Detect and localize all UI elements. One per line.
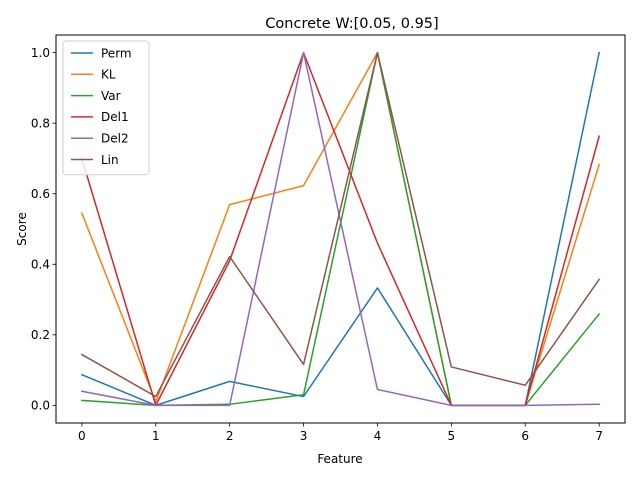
legend-label-del1: Del1 xyxy=(101,110,129,124)
x-tick-label: 2 xyxy=(226,429,234,443)
legend-label-perm: Perm xyxy=(101,46,132,60)
x-tick-label: 7 xyxy=(595,429,603,443)
legend-label-kl: KL xyxy=(101,68,116,82)
x-tick-label: 3 xyxy=(300,429,308,443)
chart-title: Concrete W:[0.05, 0.95] xyxy=(265,16,438,32)
y-tick-label: 0.4 xyxy=(31,258,50,272)
series-line-kl xyxy=(80,51,601,407)
x-tick-label: 1 xyxy=(152,429,160,443)
y-tick-label: 0.2 xyxy=(31,328,50,342)
legend: Perm KL Var Del1 Del2 Lin xyxy=(62,40,150,176)
series-line-perm xyxy=(80,51,601,407)
legend-label-var: Var xyxy=(101,89,121,103)
x-tick-label: 0 xyxy=(78,429,86,443)
plot-area xyxy=(80,51,601,407)
series-line-lin xyxy=(80,51,601,398)
legend-label-del2: Del2 xyxy=(101,132,129,146)
plot-frame xyxy=(55,34,626,424)
x-axis: 0 1 2 3 4 5 6 7 xyxy=(78,423,603,443)
y-tick-label: 0.8 xyxy=(31,116,50,130)
x-axis-label: Feature xyxy=(317,452,362,466)
y-tick-label: 0.6 xyxy=(31,187,50,201)
series-line-del2 xyxy=(80,51,600,407)
series-line-var xyxy=(81,51,601,407)
y-axis: 0.0 0.2 0.4 0.6 0.8 1.0 xyxy=(31,46,56,413)
x-tick-label: 5 xyxy=(448,429,456,443)
y-axis-label: Score xyxy=(15,212,29,246)
x-tick-label: 4 xyxy=(374,429,382,443)
y-tick-label: 0.0 xyxy=(31,399,50,413)
legend-label-lin: Lin xyxy=(101,153,119,167)
x-tick-label: 6 xyxy=(521,429,529,443)
y-tick-label: 1.0 xyxy=(31,46,50,60)
series-line-del1 xyxy=(80,51,601,407)
